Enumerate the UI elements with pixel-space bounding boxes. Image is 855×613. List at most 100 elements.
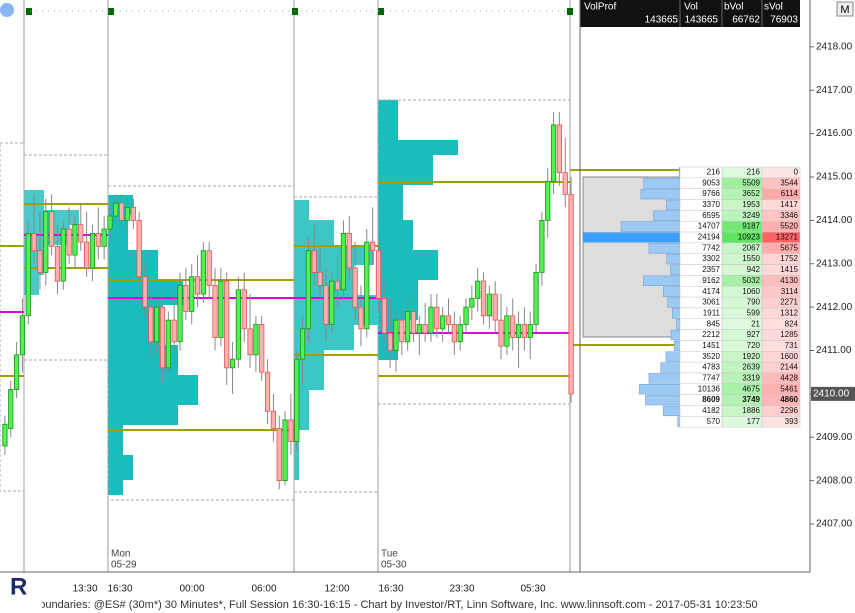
profile-cell-text: 5032 xyxy=(742,276,760,285)
footer-text: lsBoundaries: @ES# (30m*) 30 Minutes*, F… xyxy=(24,599,758,611)
profile-cell-text: 4428 xyxy=(780,373,798,382)
profile-cell-text: 3346 xyxy=(780,211,798,220)
candle-body xyxy=(84,241,90,269)
profile-cell-text: 177 xyxy=(747,417,761,426)
dot-button[interactable] xyxy=(0,3,14,17)
candle-body xyxy=(165,319,171,369)
candle-body xyxy=(364,241,370,330)
candle-body xyxy=(533,272,539,325)
profile-cell-text: 3749 xyxy=(742,395,760,404)
candle-body xyxy=(393,319,399,351)
profile-cell-text: 3114 xyxy=(781,287,799,296)
profile-cell-text: 0 xyxy=(794,168,799,177)
menu-button[interactable] xyxy=(836,1,854,17)
volume-bar xyxy=(645,394,681,406)
candle-body xyxy=(78,224,84,243)
candle-body xyxy=(288,419,294,442)
x-tick-label: 12:00 xyxy=(324,584,349,595)
volume-bar xyxy=(667,297,681,308)
profile-cell-text: 790 xyxy=(747,298,761,307)
candle-body xyxy=(54,245,61,282)
volume-bar xyxy=(648,373,681,384)
candle-body xyxy=(323,285,329,325)
profile-cell-text: 6595 xyxy=(702,211,720,220)
candle-body xyxy=(399,319,405,343)
header-label: sVol xyxy=(764,2,783,13)
candle-body xyxy=(189,276,195,312)
candle-body xyxy=(154,306,160,343)
volume-bar xyxy=(662,405,681,417)
candle-body xyxy=(521,324,527,338)
profile-cell-text: 599 xyxy=(747,308,761,317)
candle-body xyxy=(510,315,516,338)
candle-body xyxy=(451,324,457,343)
volume-bar xyxy=(666,253,681,265)
svg-text:R: R xyxy=(10,573,27,600)
x-tick-label: 00:00 xyxy=(179,584,204,595)
candle-body xyxy=(253,324,259,356)
header-label: bVol xyxy=(724,2,743,13)
candle-body xyxy=(142,276,148,308)
candle-body xyxy=(440,315,446,330)
day-label: Mon xyxy=(111,549,130,560)
y-tick-label: 2417.00 xyxy=(816,85,853,96)
day-label: 05-30 xyxy=(381,560,407,571)
last-price-label: 2410.00 xyxy=(813,389,850,400)
candle-body xyxy=(113,202,119,217)
volume-bar xyxy=(677,416,681,427)
x-tick-label: 16:30 xyxy=(378,584,403,595)
candle-body xyxy=(556,124,563,174)
profile-cell-text: 824 xyxy=(785,319,799,328)
profile-cell-text: 1886 xyxy=(742,406,760,415)
candle-body xyxy=(422,324,428,334)
profile-cell-text: 10923 xyxy=(738,233,761,242)
candle-body xyxy=(568,193,574,395)
profile-cell-text: 3061 xyxy=(702,298,720,307)
profile-cell-text: 4174 xyxy=(702,287,720,296)
profile-cell-text: 10136 xyxy=(698,384,721,393)
candle-body xyxy=(19,315,26,356)
profile-cell-text: 1911 xyxy=(703,308,721,317)
candle-body xyxy=(346,232,352,269)
candle-body xyxy=(539,219,545,273)
candle-body xyxy=(183,285,189,312)
menu-button-label[interactable]: M xyxy=(840,4,849,16)
candle-body xyxy=(276,428,282,482)
x-tick-label: 06:00 xyxy=(251,584,276,595)
profile-cell-text: 9053 xyxy=(702,178,720,187)
volume-bar xyxy=(672,308,681,319)
profile-cell-text: 216 xyxy=(707,168,721,177)
candle-body xyxy=(434,306,440,330)
profile-cell-text: 3370 xyxy=(702,200,720,209)
svol-cell xyxy=(761,416,801,428)
candle-body xyxy=(224,280,230,369)
profile-cell-text: 3319 xyxy=(742,373,760,382)
candle-body xyxy=(498,319,504,347)
y-tick-label: 2413.00 xyxy=(816,258,853,269)
candle-body xyxy=(550,124,557,182)
candle-body xyxy=(259,324,265,373)
profile-cell-text: 4130 xyxy=(780,276,798,285)
profile-cell-text: 7742 xyxy=(702,243,720,252)
candle-body xyxy=(247,328,253,356)
profile-cell-text: 731 xyxy=(785,341,799,350)
candle-body xyxy=(311,250,317,273)
value-area-box xyxy=(582,176,681,338)
candle-body xyxy=(31,232,37,252)
candle-body xyxy=(171,319,177,343)
profile-cell-text: 2212 xyxy=(702,330,720,339)
candle-body xyxy=(60,228,66,282)
profile-cell-text: 3249 xyxy=(742,211,760,220)
profile-cell-text: 6114 xyxy=(781,189,799,198)
day-label: 05-29 xyxy=(111,560,137,571)
candle-body xyxy=(480,280,487,317)
profile-cell-text: 2639 xyxy=(742,363,760,372)
y-tick-label: 2409.00 xyxy=(816,432,853,443)
profile-cell-text: 1920 xyxy=(742,352,760,361)
logo: R xyxy=(6,573,42,608)
profile-cell-text: 720 xyxy=(747,341,761,350)
profile-cell-text: 4860 xyxy=(780,395,798,404)
profile-cell-text: 1417 xyxy=(780,200,798,209)
candle-body xyxy=(486,293,492,317)
candle-body xyxy=(335,280,341,291)
